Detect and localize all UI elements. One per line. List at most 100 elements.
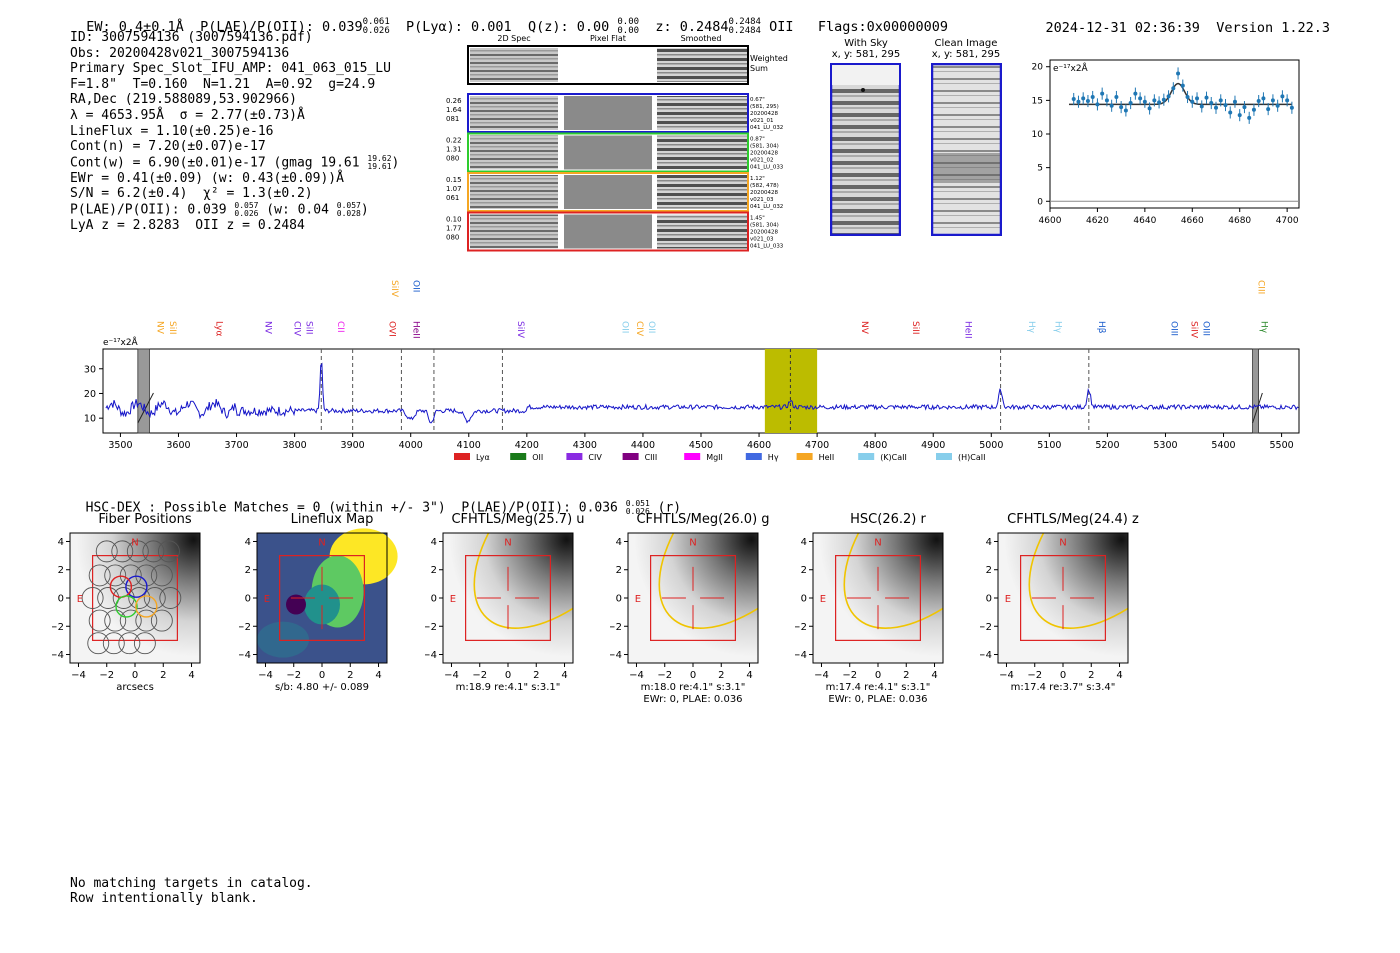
header-flags: Flags:0x00000009 bbox=[817, 19, 948, 35]
cutout-xtick-label: 2 bbox=[1088, 670, 1094, 681]
cutout-ytick-label: 4 bbox=[616, 537, 622, 548]
fiber-circle bbox=[143, 587, 166, 609]
zoom-point bbox=[1166, 94, 1171, 99]
spec2d-row-right-label: v021_02 bbox=[750, 158, 774, 164]
zoom-point bbox=[1228, 110, 1233, 115]
zoom-point bbox=[1142, 99, 1147, 104]
zoom-point bbox=[1266, 107, 1271, 112]
flux-blob bbox=[304, 584, 340, 625]
fiber-circle bbox=[118, 632, 141, 655]
cutout-title: CFHTLS/Meg(25.7) u bbox=[451, 512, 585, 527]
fiber-highlight bbox=[115, 595, 138, 618]
cutout-xtick-label: −4 bbox=[258, 670, 273, 681]
legend-label: CIII bbox=[645, 453, 658, 462]
zoom-point bbox=[1190, 99, 1195, 104]
spec2d-row-right-label: 20200428 bbox=[750, 230, 778, 236]
header-plae-sub: 0.026 bbox=[362, 26, 390, 36]
cutout-caption: m:18.9 re:4.1" s:3.1" bbox=[456, 682, 561, 693]
legend-label: CIV bbox=[588, 453, 602, 462]
zoom-point bbox=[1109, 103, 1114, 108]
spectrum-line-label: SiIV bbox=[515, 321, 525, 339]
fiber-circle bbox=[104, 564, 127, 587]
zoom-point bbox=[1223, 103, 1228, 108]
cutout-xtick-label: −4 bbox=[629, 670, 644, 681]
zoom-ytick-label: 15 bbox=[1032, 96, 1043, 106]
spectrum-line-label: Hγ bbox=[1026, 321, 1036, 334]
legend-swatch bbox=[745, 453, 762, 460]
spec2d-row-left-label: 1.77 bbox=[446, 225, 462, 233]
cutout-ytick-label: 4 bbox=[986, 537, 992, 548]
zoom-point bbox=[1195, 96, 1200, 101]
legend-label: HeII bbox=[819, 453, 835, 462]
cutout-ytick-label: −4 bbox=[52, 650, 64, 661]
spectrum-xtick-label: 4300 bbox=[573, 440, 597, 451]
with-sky-xy: x, y: 581, 295 bbox=[831, 49, 901, 60]
info-slot: Primary Spec_Slot_IFU_AMP: 041_063_015_L… bbox=[70, 61, 391, 77]
fiber-circle bbox=[81, 587, 104, 609]
spectrum-xtick-label: 4600 bbox=[747, 440, 771, 451]
cutout-ytick-label: −2 bbox=[425, 622, 437, 633]
header-ew: EW: 0.4±0.1Å bbox=[86, 19, 184, 35]
header-qz: Q(z): 0.00 bbox=[527, 19, 610, 35]
zoom-point bbox=[1270, 98, 1275, 103]
cutout-caption-2: EWr: 0, PLAE: 0.036 bbox=[828, 694, 927, 705]
fiber-circle bbox=[112, 587, 135, 609]
clean-image-title: Clean Image bbox=[934, 38, 998, 49]
spec2d-flat bbox=[564, 175, 652, 209]
zoom-xtick-label: 4620 bbox=[1086, 216, 1109, 226]
spec2d-row-right-label: 1.45" bbox=[750, 216, 765, 222]
cutout-xtick-label: −4 bbox=[814, 670, 829, 681]
info-gmag-sup: 19.62 bbox=[367, 153, 392, 163]
zoom-point bbox=[1123, 108, 1128, 113]
fiber-circle bbox=[135, 609, 158, 632]
header-bar: EW: 0.4±0.1Å P(LAE)/P(OII): 0.0390.061 0.… bbox=[70, 2, 948, 36]
zoom-point bbox=[1289, 105, 1294, 110]
east-label: E bbox=[1005, 594, 1011, 605]
info-plae-row: P(LAE)/P(OII): 0.039 0.057 0.026 (w: 0.04… bbox=[70, 201, 369, 219]
cutout-image bbox=[813, 532, 944, 663]
zoom-point bbox=[1138, 96, 1143, 101]
info-obs: Obs: 20200428v021_3007594136 bbox=[70, 45, 290, 61]
zoom-point bbox=[1171, 86, 1176, 91]
spec2d-row-right-label: v021_03 bbox=[750, 197, 774, 203]
zoom-point bbox=[1256, 99, 1261, 104]
hsc-suffix: (r) bbox=[657, 500, 682, 516]
zoom-point bbox=[1247, 115, 1252, 120]
spectrum-legend: Lyα OII CIV CIII MgII Hγ HeII (K)CaII (H)CaII bbox=[454, 453, 985, 462]
footer-line-1: No matching targets in catalog. bbox=[70, 876, 313, 891]
legend-label: Hγ bbox=[768, 453, 779, 462]
spectrum-xtick-label: 4100 bbox=[457, 440, 481, 451]
zoom-point bbox=[1071, 97, 1076, 102]
spectrum-frame bbox=[102, 348, 1300, 434]
fiber-circle bbox=[128, 587, 151, 609]
zoom-point bbox=[1214, 105, 1218, 110]
cutout-ytick-label: −2 bbox=[980, 622, 992, 633]
cutout-xtick-label: −4 bbox=[71, 670, 86, 681]
spectrum-highlight-band bbox=[764, 349, 818, 433]
aperture-box bbox=[650, 555, 736, 641]
cutout-ellipse-arc bbox=[1028, 532, 1129, 629]
hsc-prefix: HSC-DEX : Possible Matches = 0 (within +… bbox=[85, 500, 618, 516]
spec2d-row-right-label: 0.67" bbox=[750, 97, 765, 103]
cutout-ytick-label: −4 bbox=[239, 650, 251, 661]
aperture-box bbox=[835, 555, 921, 641]
cutout-xtick-label: 4 bbox=[188, 670, 194, 681]
zoom-ytick-label: 10 bbox=[1032, 130, 1044, 140]
spectrum-xtick-label: 4700 bbox=[805, 440, 829, 451]
clean-image-block: Clean Image x, y: 581, 295 bbox=[926, 38, 1006, 60]
north-label: N bbox=[689, 538, 696, 549]
aperture-box bbox=[279, 555, 365, 641]
spectrum-line-label: Hβ bbox=[1096, 321, 1106, 334]
east-label: E bbox=[635, 594, 641, 605]
cutout-xtick-label: 4 bbox=[746, 670, 752, 681]
cutout-tile: CFHTLS/Meg(26.0) g bbox=[628, 512, 778, 527]
cutout-xtick-label: 2 bbox=[160, 670, 166, 681]
cutout-xtick-label: 0 bbox=[690, 670, 696, 681]
cutout-caption: m:17.4 re:4.1" s:3.1" bbox=[826, 682, 931, 693]
cutout-xtick-label: 0 bbox=[319, 670, 325, 681]
cutout-title: HSC(26.2) r bbox=[850, 512, 926, 527]
cutout-ytick-label: 4 bbox=[431, 537, 437, 548]
fiber-circle bbox=[111, 540, 134, 563]
